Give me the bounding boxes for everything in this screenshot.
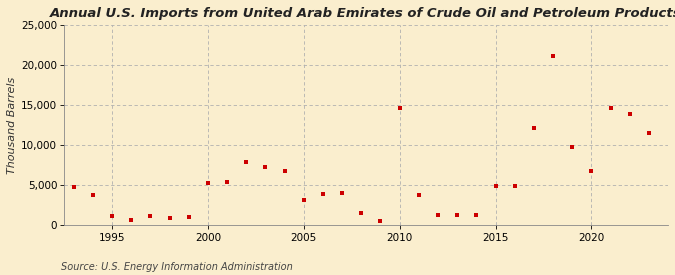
Point [202,180,213,185]
Point [184,215,194,219]
Text: Source: U.S. Energy Information Administration: Source: U.S. Energy Information Administ… [61,262,292,272]
Point [298,198,309,202]
Point [471,213,482,218]
Point [164,216,175,220]
Point [567,145,578,150]
Point [375,219,386,223]
Point [107,214,117,218]
Point [88,193,99,198]
Point [510,184,520,188]
Point [452,213,462,218]
Point [221,180,232,184]
Point [241,160,252,164]
Point [490,184,501,188]
Point [260,164,271,169]
Title: Annual U.S. Imports from United Arab Emirates of Crude Oil and Petroleum Product: Annual U.S. Imports from United Arab Emi… [51,7,675,20]
Point [413,192,424,197]
Point [145,214,156,218]
Point [337,191,348,195]
Point [317,192,328,196]
Y-axis label: Thousand Barrels: Thousand Barrels [7,76,17,174]
Point [586,169,597,173]
Point [547,53,558,58]
Point [643,131,654,135]
Point [68,185,79,190]
Point [605,105,616,110]
Point [356,211,367,215]
Point [279,169,290,174]
Point [529,126,539,131]
Point [624,112,635,116]
Point [126,218,136,222]
Point [433,213,443,218]
Point [394,105,405,110]
